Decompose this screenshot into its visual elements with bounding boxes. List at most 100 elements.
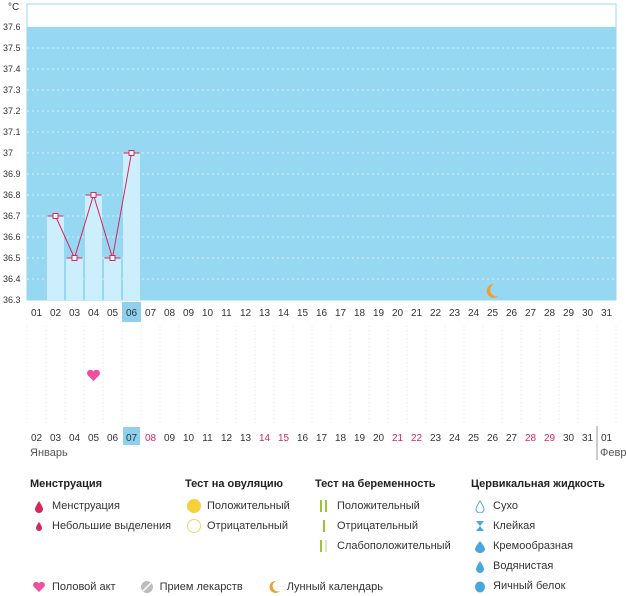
- x-axis-bottom: 02 03 04 05 06 07 08 09 10 11 12 13 14 15 16 17 18 19 20 21…: [31, 426, 613, 460]
- x-bottom-label: 16: [297, 433, 309, 444]
- x-bottom-label: 04: [69, 433, 81, 444]
- legend-label: Водянистая: [493, 560, 554, 572]
- x-bottom-label: 28: [525, 433, 537, 444]
- legend-label: Небольшие выделения: [52, 520, 172, 532]
- x-top-label: 17: [335, 308, 347, 319]
- y-tick-label: 36.9: [3, 169, 21, 179]
- x-bottom-label: 05: [88, 433, 100, 444]
- legend-ovulation-title: Тест на овуляцию: [185, 478, 284, 490]
- legend-item-menstruation: Менструация: [30, 496, 171, 516]
- x-bottom-label: 31: [582, 433, 594, 444]
- legend-label: Отрицательный: [207, 520, 288, 532]
- unit-label: °C: [8, 2, 19, 13]
- x-bottom-label: 10: [183, 433, 195, 444]
- x-top-label: 26: [506, 308, 518, 319]
- x-top-label: 29: [563, 308, 575, 319]
- heart-icon: [87, 369, 100, 381]
- x-top-label: 08: [164, 308, 176, 319]
- blood-drop-icon: [30, 500, 48, 513]
- moon-icon: [265, 579, 283, 595]
- x-bottom-label: 18: [335, 433, 347, 444]
- temperature-point: [128, 150, 135, 156]
- temperature-point: [71, 255, 78, 261]
- legend-label: Половой акт: [52, 581, 116, 593]
- legend-cervical-title: Цервикальная жидкость: [471, 478, 605, 490]
- x-bottom-label: 26: [487, 433, 499, 444]
- month-label-right: Февр: [600, 447, 626, 459]
- legend-label: Положительный: [337, 500, 420, 512]
- small-blood-drop-icon: [30, 521, 48, 531]
- creamy-drop-icon: [471, 540, 489, 553]
- legend-item-egg-white: Яичный белок: [471, 576, 605, 596]
- legend-item-watery: Водянистая: [471, 556, 605, 576]
- x-top-label: 09: [183, 308, 195, 319]
- legend-pregnancy-title: Тест на беременность: [315, 478, 436, 490]
- x-bottom-label: 29: [544, 433, 556, 444]
- y-tick-label: 37.1: [3, 127, 21, 137]
- legend-label: Клейкая: [493, 520, 536, 532]
- x-top-label: 12: [240, 308, 252, 319]
- x-top-highlight: [122, 302, 141, 322]
- x-bottom-label: 01: [601, 433, 613, 444]
- double-line-icon: [315, 499, 333, 513]
- x-bottom-label: 20: [373, 433, 385, 444]
- x-bottom-label: 03: [50, 433, 62, 444]
- x-top-label: 02: [50, 308, 62, 319]
- x-top-label: 04: [88, 308, 100, 319]
- x-top-label: 20: [392, 308, 404, 319]
- x-top-label: 11: [221, 308, 232, 319]
- y-tick-label: 37: [3, 148, 13, 158]
- y-axis: 37.6 37.5 37.4 37.3 37.2 37.1 37 36.9 36.8 36.7 36…: [3, 22, 21, 305]
- y-tick-label: 36.8: [3, 190, 21, 200]
- legend-ovulation: Тест на овуляцию Положительный Отрицател…: [185, 478, 290, 536]
- x-top-label: 24: [468, 308, 480, 319]
- legend-item-moon: Лунный календарь: [265, 579, 383, 595]
- x-bottom-label: 13: [240, 433, 252, 444]
- x-top-label: 22: [430, 308, 442, 319]
- x-top-label: 23: [449, 308, 461, 319]
- legend-item-spotting: Небольшие выделения: [30, 516, 171, 536]
- temperature-bar: [123, 153, 140, 300]
- empty-drop-icon: [471, 499, 489, 513]
- temperature-point: [109, 255, 116, 261]
- month-label-left: Январь: [30, 447, 68, 459]
- temperature-chart: °C 37.6 37.5 37.4 37.3 37.2 37.1 37 36.9 36.8 36.…: [3, 2, 626, 460]
- x-top-label: 05: [107, 308, 119, 319]
- legend-item-pregnancy-positive: Положительный: [315, 496, 451, 516]
- x-top-label: 28: [544, 308, 556, 319]
- x-top-label: 01: [31, 308, 43, 319]
- legend-label: Кремообразная: [493, 540, 574, 552]
- x-bottom-label: 15: [278, 433, 290, 444]
- legend-cervical: Цервикальная жидкость Сухо Клейкая Кремо…: [471, 478, 605, 596]
- legend-item-medication: Прием лекарств: [138, 580, 243, 594]
- x-top-label: 13: [259, 308, 271, 319]
- legend-pregnancy: Тест на беременность Положительный Отриц…: [315, 478, 451, 556]
- x-bottom-label: 02: [31, 433, 43, 444]
- x-bottom-label: 12: [221, 433, 233, 444]
- legend-other: Половой акт Прием лекарств Лунный календ…: [30, 579, 405, 595]
- legend-item-pregnancy-faint: Слабоположительный: [315, 536, 451, 556]
- legend-menstruation-title: Менструация: [30, 478, 103, 490]
- y-tick-label: 37.5: [3, 43, 21, 53]
- legend-label: Прием лекарств: [159, 581, 243, 593]
- temperature-bar: [104, 258, 121, 300]
- lower-grid: [26, 326, 617, 424]
- x-top-label: 19: [373, 308, 385, 319]
- temperature-point: [52, 213, 59, 219]
- event-markers: [87, 283, 499, 381]
- single-line-icon: [315, 519, 333, 533]
- moon-icon: [486, 283, 499, 298]
- legend-item-pregnancy-negative: Отрицательный: [315, 516, 451, 536]
- y-tick-label: 36.6: [3, 232, 21, 242]
- x-bottom-label: 09: [164, 433, 176, 444]
- temperature-bar: [85, 195, 102, 300]
- water-drop-icon: [471, 560, 489, 573]
- x-bottom-label: 14: [259, 433, 271, 444]
- x-bottom-label: 30: [563, 433, 575, 444]
- legend-menstruation: Менструация Менструация Небольшие выделе…: [30, 478, 171, 536]
- legend-label: Положительный: [207, 500, 290, 512]
- hourglass-icon: [471, 520, 489, 532]
- x-bottom-label: 22: [411, 433, 423, 444]
- temperature-point: [90, 192, 97, 198]
- legend-item-intercourse: Половой акт: [30, 581, 116, 593]
